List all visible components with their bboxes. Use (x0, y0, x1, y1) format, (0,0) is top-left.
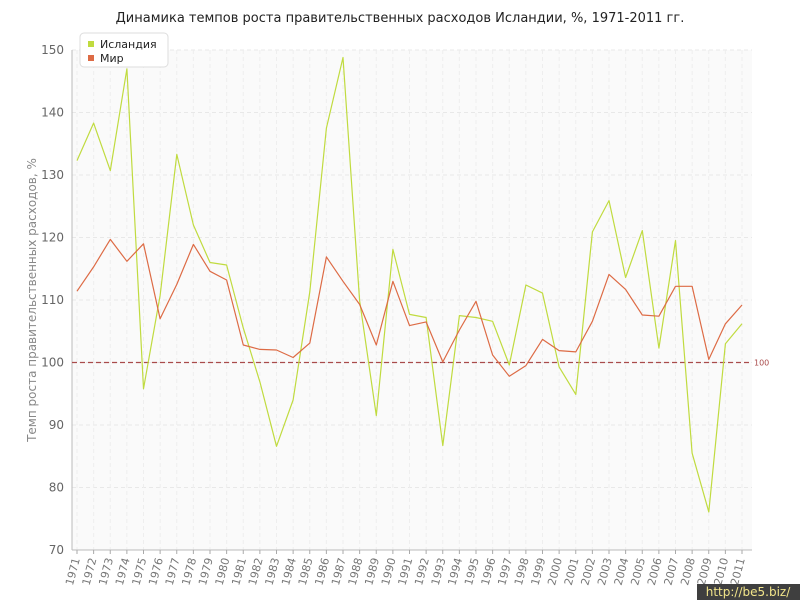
legend-swatch (88, 41, 94, 47)
series-line-world (76, 238, 743, 377)
y-tick-label: 70 (49, 543, 64, 557)
reference-line-label: 100 (754, 359, 769, 368)
y-tick-label: 140 (41, 106, 64, 120)
y-axis-label: Темп роста правительственных расходов, % (25, 158, 39, 443)
y-tick-label: 110 (41, 293, 64, 307)
watermark-background (697, 584, 800, 600)
y-tick-label: 130 (41, 168, 64, 182)
legend-swatch (88, 55, 94, 61)
y-tick-label: 100 (41, 356, 64, 370)
watermark-text: http://be5.biz/ (706, 585, 791, 599)
watermark: http://be5.biz/ (697, 584, 800, 600)
legend-label: Исландия (100, 38, 157, 51)
x-tick-label: 2011 (728, 556, 748, 586)
legend-label: Мир (100, 52, 124, 65)
y-tick-label: 90 (49, 418, 64, 432)
y-tick-label: 80 (49, 481, 64, 495)
legend-box (79, 32, 169, 68)
chart-title: Динамика темпов роста правительственных … (116, 11, 685, 26)
series-line-iceland (76, 56, 743, 513)
y-tick-label: 120 (41, 231, 64, 245)
y-tick-label: 150 (41, 43, 64, 57)
